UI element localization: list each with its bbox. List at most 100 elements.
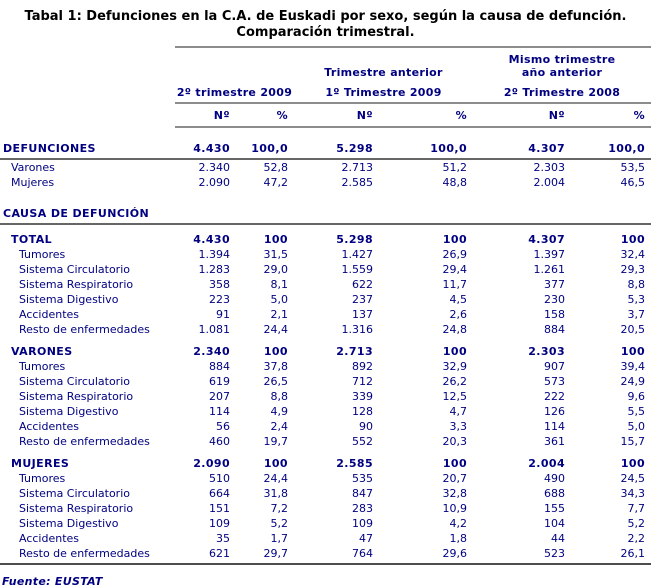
cell-value: 1.081 (198, 323, 231, 336)
cell-value: 1.316 (341, 323, 374, 336)
cell-value: 573 (544, 375, 566, 388)
cell-value: 5,5 (627, 405, 646, 418)
row-label: Accidentes (19, 420, 80, 433)
cell-value: 100 (620, 345, 646, 358)
cell-value: 100,0 (236, 127, 294, 160)
row-label: Sistema Circulatorio (19, 487, 130, 500)
cell-value: 4.430 (193, 233, 230, 246)
cell-value: 7,7 (627, 502, 646, 515)
header-unit-corner (0, 103, 175, 127)
cell-value: 100 (442, 233, 468, 246)
cell-value: 48,8 (442, 176, 468, 189)
cell-value: 2.004 (533, 176, 566, 189)
cause-row: Tumores 1.394 31,5 1.427 26,9 1.397 32,4 (0, 247, 651, 262)
row-label: Sistema Circulatorio (19, 375, 130, 388)
cell-value: 358 (209, 278, 230, 291)
cell-value: 24,4 (263, 323, 289, 336)
cell-value: 47 (359, 532, 373, 545)
cell-value: 20,7 (442, 472, 468, 485)
cell-value: 4.307 (473, 127, 572, 160)
group-total-row: VARONES 2.340 100 2.713 100 2.303 100 (0, 337, 651, 359)
header-corner (0, 47, 175, 80)
row-label: CAUSA DE DEFUNCIÓN (0, 190, 651, 225)
cell-value: 26,2 (442, 375, 468, 388)
cause-row: Tumores 510 24,4 535 20,7 490 24,5 (0, 471, 651, 486)
header-n-col1: Nº (175, 103, 236, 128)
cause-row: Accidentes 56 2,4 90 3,3 114 5,0 (0, 419, 651, 434)
cell-value: 7,2 (270, 502, 289, 515)
cell-value: 32,8 (442, 487, 468, 500)
cell-value: 361 (544, 435, 566, 448)
cell-value: 207 (209, 390, 230, 403)
cell-value: 884 (544, 323, 566, 336)
cell-value: 137 (352, 308, 373, 321)
cell-value: 2.713 (341, 161, 374, 174)
cell-value: 4.430 (175, 127, 236, 160)
cell-value: 1.427 (341, 248, 374, 261)
cell-value: 622 (352, 278, 373, 291)
cell-value: 5,0 (627, 420, 646, 433)
cell-value: 2,4 (270, 420, 289, 433)
cell-value: 490 (544, 472, 566, 485)
cell-value: 100 (263, 457, 288, 470)
header-pct-col2: % (379, 103, 474, 128)
cell-value: 619 (209, 375, 230, 388)
cell-value: 8,8 (627, 278, 646, 291)
cause-row: Tumores 884 37,8 892 32,9 907 39,4 (0, 359, 651, 374)
cell-value: 20,3 (442, 435, 468, 448)
cell-value: 24,8 (442, 323, 468, 336)
cause-row: Accidentes 91 2,1 137 2,6 158 3,7 (0, 307, 651, 322)
cell-value: 2.585 (341, 176, 374, 189)
cell-value: 5,0 (270, 293, 289, 306)
cell-value: 1,7 (270, 532, 289, 545)
cell-value: 4,7 (449, 405, 468, 418)
cell-value: 5,2 (270, 517, 289, 530)
cell-value: 884 (209, 360, 230, 373)
cell-value: 1.394 (198, 248, 231, 261)
cause-row: Resto de enfermedades 621 29,7 764 29,6 523 26… (0, 546, 651, 565)
cell-value: 53,5 (620, 161, 646, 174)
cell-value: 24,9 (620, 375, 646, 388)
cell-value: 5.298 (336, 233, 373, 246)
cell-value: 2,6 (449, 308, 468, 321)
defunciones-total-row: DEFUNCIONES 4.430 100,0 5.298 100,0 4.307 100,… (0, 127, 651, 160)
cell-value: 109 (352, 517, 373, 530)
header-group-previous-quarter: Trimestre anterior (294, 46, 474, 80)
row-label: Varones (11, 161, 55, 174)
cell-value: 5,3 (627, 293, 646, 306)
row-label: Tumores (19, 472, 66, 485)
cell-value: 523 (473, 546, 572, 565)
cell-value: 4,5 (449, 293, 468, 306)
cell-value: 5,2 (627, 517, 646, 530)
row-label: Sistema Digestivo (19, 517, 119, 530)
header-group-row: Trimestre anterior Mismo trimestre año a… (0, 46, 651, 80)
cell-value: 90 (359, 420, 373, 433)
row-label: DEFUNCIONES (0, 127, 175, 160)
cell-value: 2.303 (528, 345, 566, 358)
header-pct-col3: % (571, 103, 651, 128)
cell-value: 151 (209, 502, 230, 515)
sex-total-row: Varones 2.340 52,8 2.713 51,2 2.303 53,5 (0, 159, 651, 175)
cell-value: 32,9 (442, 360, 468, 373)
cause-row: Sistema Respiratorio 151 7,2 283 10,9 155 7,7 (0, 501, 651, 516)
cell-value: 222 (544, 390, 566, 403)
cause-row: Resto de enfermedades 460 19,7 552 20,3 361 15… (0, 434, 651, 449)
cell-value: 39,4 (620, 360, 646, 373)
cell-value: 2.303 (533, 161, 566, 174)
cell-value: 47,2 (263, 176, 289, 189)
cell-value: 100 (442, 345, 468, 358)
cell-value: 100,0 (571, 127, 651, 160)
cell-value: 9,6 (627, 390, 646, 403)
cell-value: 15,7 (620, 435, 646, 448)
cause-row: Sistema Circulatorio 664 31,8 847 32,8 688 34,… (0, 486, 651, 501)
row-label: Sistema Circulatorio (19, 263, 130, 276)
row-label: Mujeres (11, 176, 55, 189)
header-period-current: 2º trimestre 2009 (175, 80, 294, 104)
cell-value: 688 (544, 487, 566, 500)
row-label: TOTAL (11, 233, 53, 246)
cell-value: 29,4 (442, 263, 468, 276)
cell-value: 5.298 (294, 127, 379, 160)
cell-value: 35 (216, 532, 230, 545)
cell-value: 24,4 (263, 472, 289, 485)
cell-value: 2,1 (270, 308, 289, 321)
